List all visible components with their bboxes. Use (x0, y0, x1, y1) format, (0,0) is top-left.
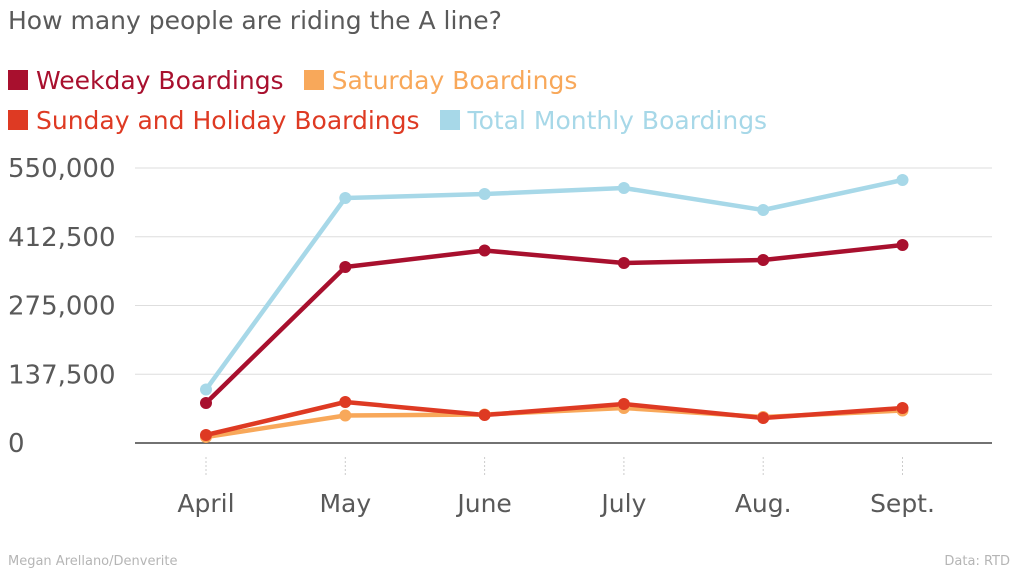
legend-swatch-sunday-holiday (8, 110, 28, 130)
data-point-weekday (478, 244, 491, 257)
data-point-total-monthly (478, 188, 491, 200)
source-text: Data: RTD (944, 554, 1010, 569)
legend-item-total-monthly: Total Monthly Boardings (439, 105, 768, 135)
legend-item-weekday: Weekday Boardings (8, 66, 284, 95)
data-point-weekday (617, 257, 630, 269)
data-point-saturday (339, 409, 352, 422)
chart-title: How many people are riding the A line? (8, 6, 502, 35)
series-line-total-monthly (203, 177, 905, 392)
series-line-weekday (203, 242, 905, 406)
data-point-total-monthly (339, 192, 352, 204)
legend-item-saturday: Saturday Boardings (303, 65, 578, 95)
data-point-sunday-holiday (478, 409, 491, 421)
data-point-sunday-holiday (617, 398, 630, 410)
data-point-sunday-holiday (339, 396, 352, 408)
legend-swatch-weekday (8, 70, 28, 90)
data-point-sunday-holiday (896, 402, 909, 414)
x-tick-label: Aug. (735, 489, 792, 518)
series-line-sunday-holiday (203, 399, 905, 438)
legend-swatch-saturday (303, 70, 324, 90)
data-point-weekday (200, 397, 212, 409)
y-tick-label: 412,500 (8, 223, 116, 253)
data-point-weekday (339, 261, 352, 273)
credit-text: Megan Arellano/Denverite (8, 554, 178, 569)
data-point-weekday (757, 254, 770, 266)
data-point-weekday (896, 239, 909, 251)
data-point-sunday-holiday (200, 429, 212, 441)
x-tick-label: May (319, 489, 371, 518)
legend-row-1: Weekday Boardings Saturday Boardings (8, 60, 1008, 100)
x-tick-label: April (177, 489, 234, 518)
y-tick-label: 550,000 (8, 154, 116, 184)
legend-item-sunday-holiday: Sunday and Holiday Boardings (8, 106, 420, 135)
data-point-total-monthly (200, 383, 212, 396)
y-tick-label: 137,500 (8, 360, 116, 390)
data-point-sunday-holiday (757, 412, 770, 424)
data-point-total-monthly (617, 182, 630, 194)
legend: Weekday Boardings Saturday Boardings Sun… (8, 60, 1008, 140)
legend-label-weekday: Weekday Boardings (36, 65, 284, 95)
data-point-total-monthly (896, 174, 909, 186)
y-tick-label: 275,000 (8, 292, 116, 322)
x-tick-label: June (455, 489, 511, 518)
legend-label-sunday-holiday: Sunday and Holiday Boardings (36, 105, 420, 135)
legend-swatch-total-monthly (439, 110, 460, 130)
data-point-total-monthly (757, 204, 770, 216)
y-tick-label: 0 (8, 429, 25, 459)
legend-label-total-monthly: Total Monthly Boardings (467, 105, 768, 135)
legend-label-saturday: Saturday Boardings (331, 65, 578, 95)
legend-row-2: Sunday and Holiday Boardings Total Month… (8, 100, 1008, 140)
x-tick-label: July (599, 489, 646, 518)
x-tick-label: Sept. (870, 489, 935, 518)
